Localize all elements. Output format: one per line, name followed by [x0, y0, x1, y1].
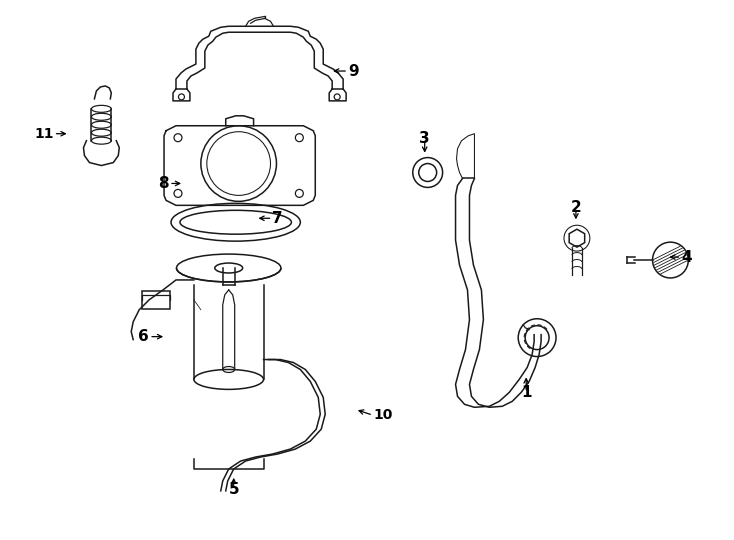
Text: 2: 2	[570, 200, 581, 215]
Text: 1: 1	[521, 385, 531, 400]
Text: 4: 4	[681, 249, 692, 265]
Text: 11: 11	[34, 127, 54, 141]
Text: 8: 8	[159, 176, 169, 191]
Text: 6: 6	[139, 329, 149, 344]
Text: 3: 3	[419, 131, 430, 146]
Text: 5: 5	[228, 482, 239, 497]
Text: 9: 9	[348, 64, 359, 78]
Text: 7: 7	[272, 211, 283, 226]
Text: 10: 10	[373, 408, 393, 422]
